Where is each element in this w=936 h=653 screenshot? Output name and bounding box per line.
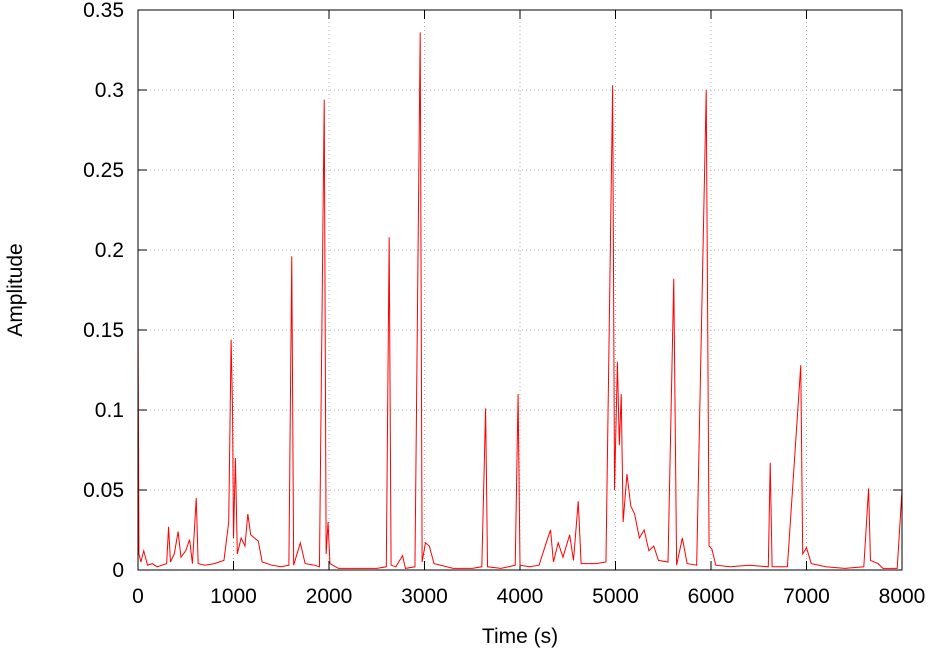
x-tick-label: 3000 [401, 585, 448, 608]
y-tick-label: 0.35 [83, 0, 124, 22]
x-tick-label: 1000 [210, 585, 257, 608]
x-tick-label: 5000 [592, 585, 639, 608]
x-tick-label: 6000 [688, 585, 735, 608]
x-tick-label: 8000 [879, 585, 926, 608]
y-tick-label: 0.3 [95, 79, 124, 102]
x-axis-label: Time (s) [482, 625, 558, 648]
y-axis-label: Amplitude [4, 243, 27, 336]
y-tick-label: 0.25 [83, 159, 124, 182]
x-tick-label: 0 [132, 585, 144, 608]
x-tick-label: 7000 [783, 585, 830, 608]
plot-border [137, 9, 903, 571]
y-tick-label: 0 [112, 559, 124, 582]
data-line [137, 32, 903, 569]
y-tick-label: 0.2 [95, 239, 124, 262]
y-tick-label: 0.15 [83, 319, 124, 342]
y-tick-label: 0.1 [95, 399, 124, 422]
y-tick-label: 0.05 [83, 479, 124, 502]
x-tick-label: 2000 [306, 585, 353, 608]
x-tick-label: 4000 [497, 585, 544, 608]
